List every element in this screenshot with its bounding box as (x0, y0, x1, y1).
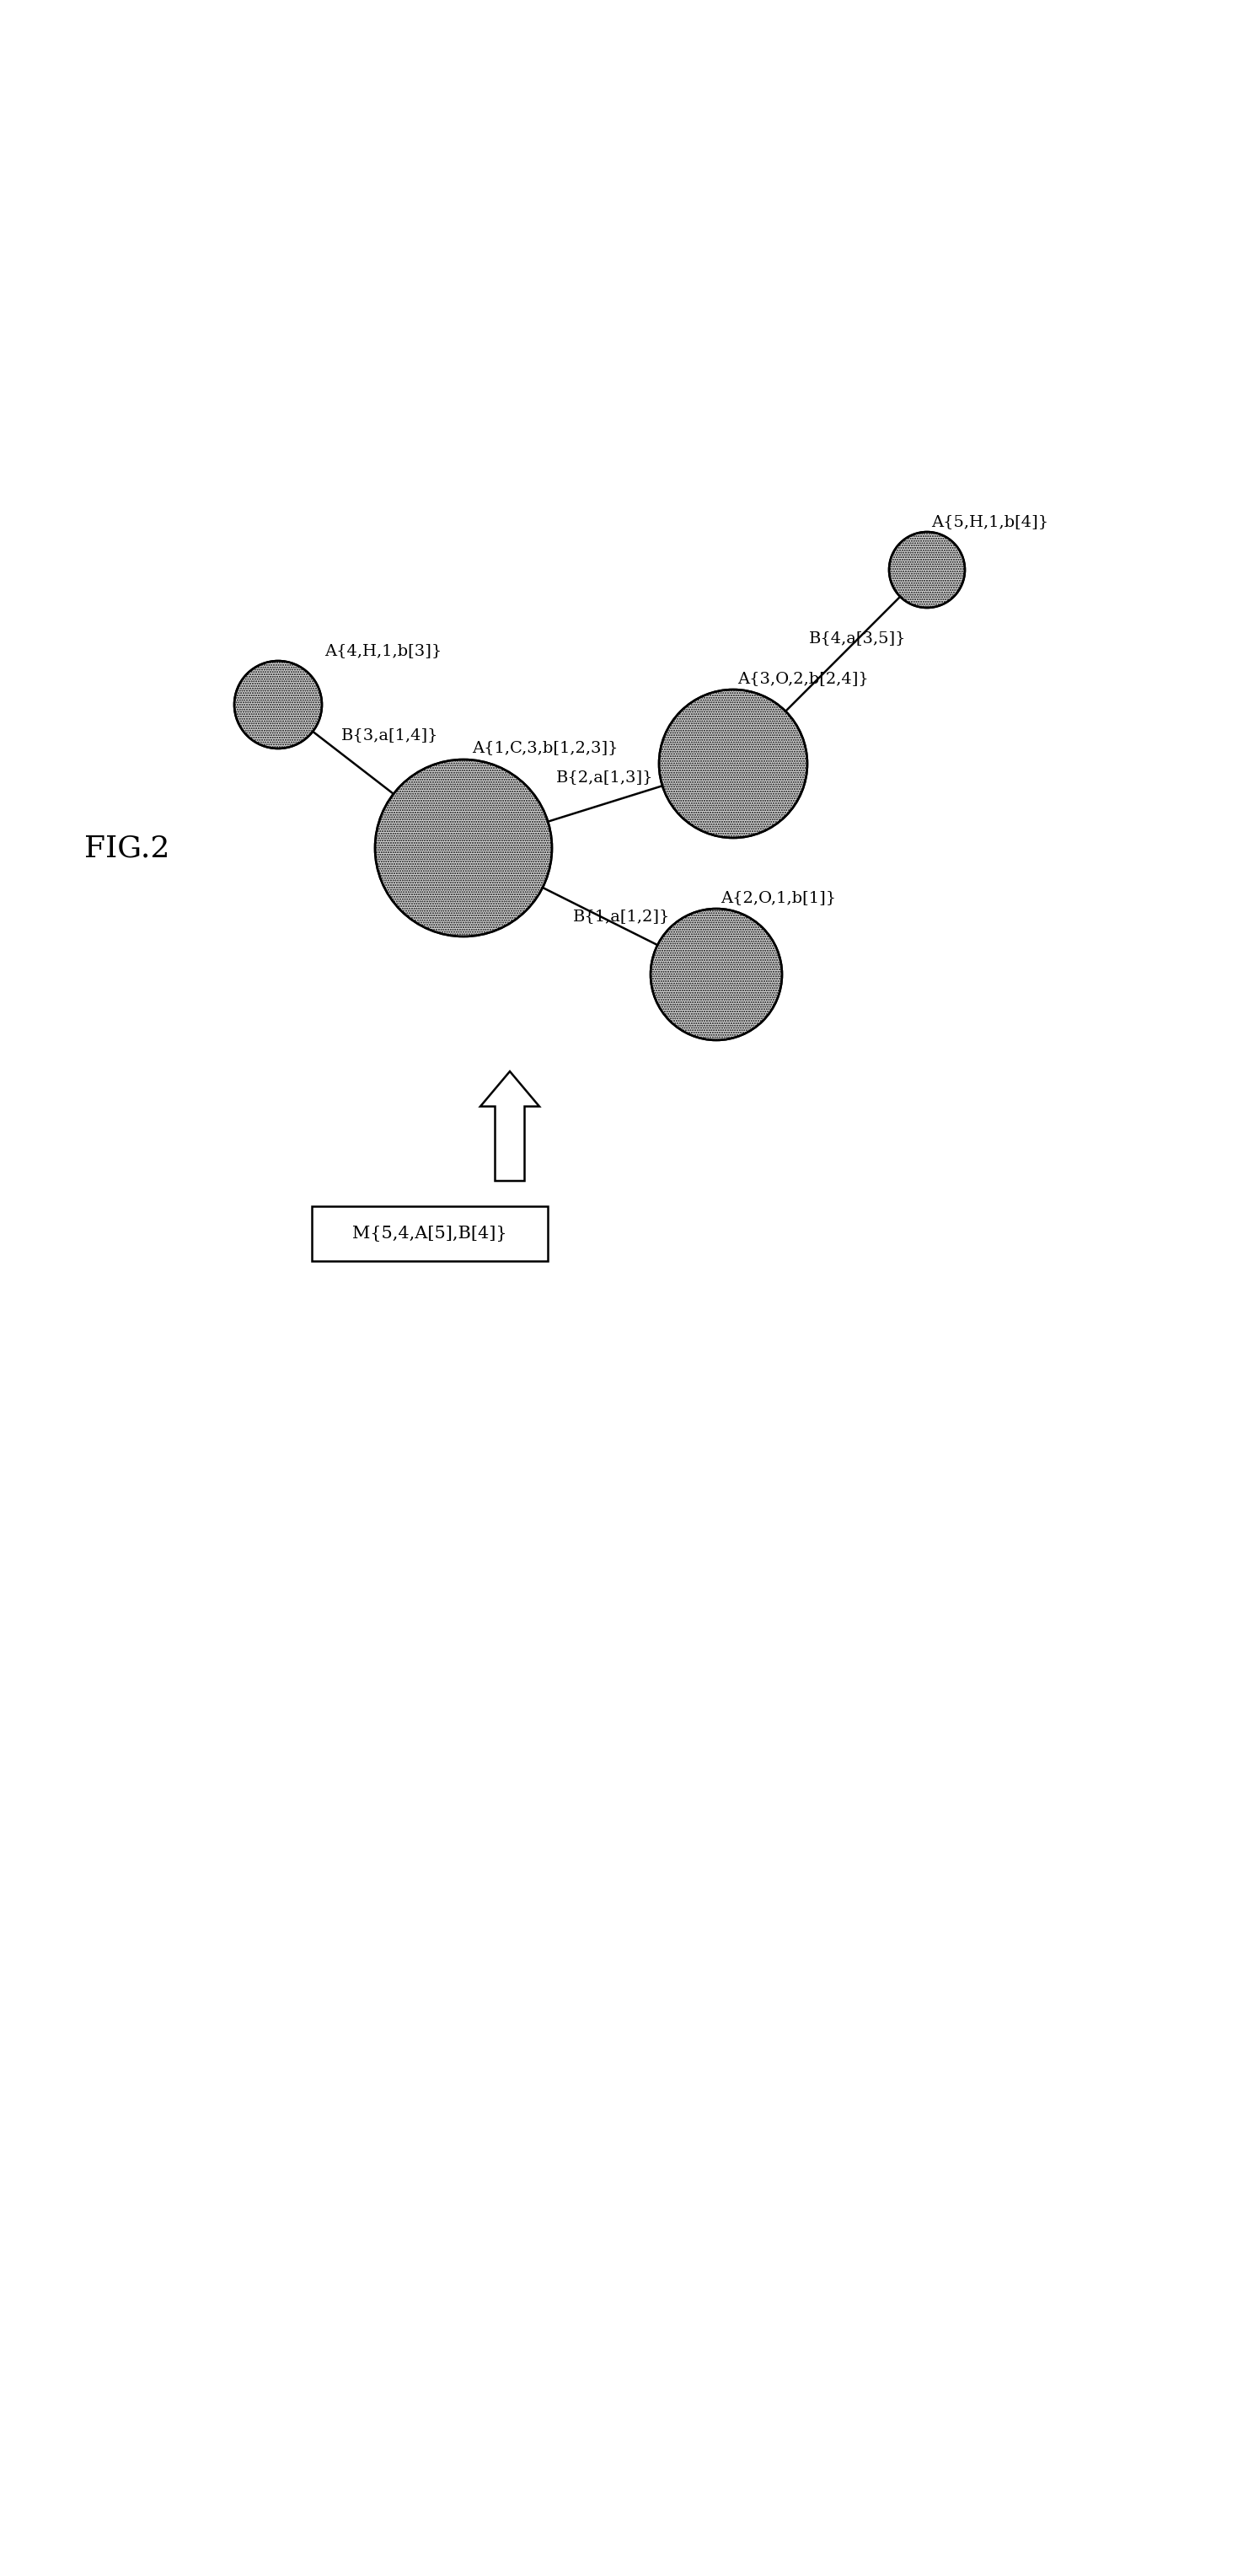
Text: A{1,C,3,b[1,2,3]}: A{1,C,3,b[1,2,3]} (472, 739, 618, 755)
Text: B{2,a[1,3]}: B{2,a[1,3]} (556, 770, 653, 786)
Text: A{4,H,1,b[3]}: A{4,H,1,b[3]} (325, 644, 442, 659)
Circle shape (658, 690, 807, 837)
Text: B{1,a[1,2]}: B{1,a[1,2]} (573, 909, 670, 925)
Circle shape (889, 531, 964, 608)
Text: B{4,a[3,5]}: B{4,a[3,5]} (810, 631, 906, 647)
Text: A{3,O,2,b[2,4]}: A{3,O,2,b[2,4]} (738, 670, 869, 685)
Circle shape (651, 909, 782, 1041)
Circle shape (234, 662, 322, 750)
Text: A{5,H,1,b[4]}: A{5,H,1,b[4]} (932, 515, 1049, 528)
Text: M{5,4,A[5],B[4]}: M{5,4,A[5],B[4]} (353, 1226, 507, 1242)
Circle shape (375, 760, 551, 938)
Text: B{3,a[1,4]}: B{3,a[1,4]} (341, 726, 438, 742)
Bar (312, 1206, 548, 1262)
FancyArrow shape (481, 1072, 539, 1180)
Text: A{2,O,1,b[1]}: A{2,O,1,b[1]} (720, 891, 836, 904)
Text: FIG.2: FIG.2 (84, 835, 170, 863)
